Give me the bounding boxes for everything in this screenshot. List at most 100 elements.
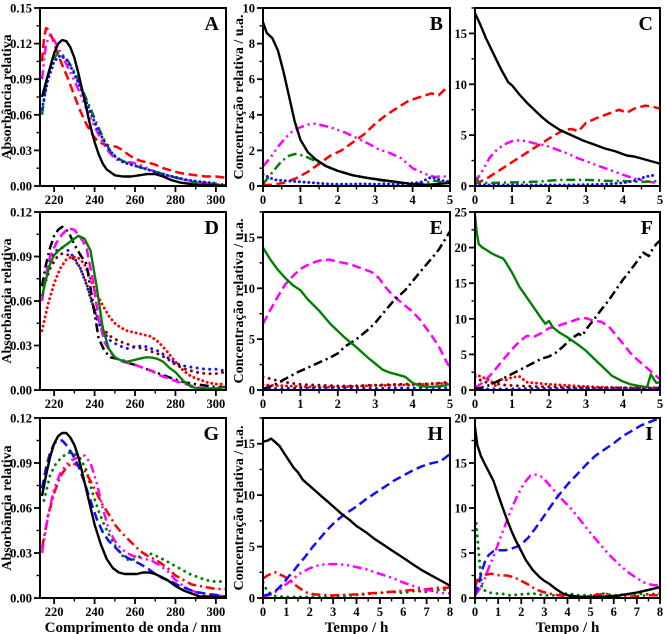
tick-label: 240 <box>85 193 104 207</box>
tick-label: 0.03 <box>10 547 32 561</box>
panel-H: 0 1 2 3 4 5 6 7 8 0 5 10 15 Concentração relativa / u… <box>232 412 460 634</box>
tick-label: 220 <box>45 605 64 619</box>
series-red-dashed <box>40 26 226 179</box>
series-black-solid <box>263 21 450 186</box>
tick-label: 280 <box>166 605 185 619</box>
y-axis-title: Concentração relativa / u.a. <box>232 426 247 591</box>
panel-letter: I <box>645 423 653 445</box>
tick-label: 6 <box>249 73 255 87</box>
tick-label: 0 <box>461 384 467 398</box>
series-black-solid <box>263 437 450 587</box>
tick-label: 6 <box>611 605 617 619</box>
tick-label: 2 <box>546 193 552 207</box>
tick-label: 6 <box>400 605 406 619</box>
series-blue-dotted <box>263 386 450 390</box>
series-black-dash-dot <box>263 230 450 390</box>
chart-canvas-G: 220 240 260 280 300 0.00 0.03 0.06 0.09 0.12 Absor… <box>0 412 227 634</box>
tick-label: 0.15 <box>10 2 32 16</box>
tick-label: 10 <box>243 2 256 16</box>
tick-label: 0 <box>249 180 255 194</box>
y-axis-title: Absorbância relativa <box>0 445 15 570</box>
tick-label: 0 <box>260 397 266 411</box>
tick-label: 5 <box>657 397 663 411</box>
tick-label: 5 <box>447 397 453 411</box>
tick-label: 1 <box>495 605 501 619</box>
tick-label: 300 <box>207 605 226 619</box>
series-magenta-dashed <box>475 316 660 389</box>
panel-F: 0 1 2 3 4 5 0 5 10 15 20 25 F <box>455 206 667 412</box>
tick-label: 15 <box>455 27 468 41</box>
y-axis-title: Absorbância relativa <box>0 238 15 363</box>
tick-label: 3 <box>372 397 378 411</box>
series-green-solid <box>263 246 450 389</box>
tick-label: 15 <box>243 437 256 451</box>
panel-D: 220 240 260 280 300 0.00 0.03 0.06 0.09 0.12 Absor… <box>0 206 236 412</box>
tick-label: 5 <box>249 333 255 347</box>
panel-letter: G <box>203 423 219 445</box>
x-axis-title: Tempo / h <box>536 620 600 634</box>
figure-row-3: 220 240 260 280 300 0.00 0.03 0.06 0.09 0.12 Absor… <box>0 412 667 634</box>
series-green-dotted <box>475 521 660 597</box>
tick-label: 300 <box>207 193 226 207</box>
series-magenta-dash-dot-dot <box>263 122 450 179</box>
series-blue-dotted <box>42 246 226 373</box>
tick-label: 0.00 <box>10 384 32 398</box>
series-red-dashed <box>475 104 660 186</box>
series-magenta-dash-dot-dot <box>263 562 450 598</box>
series-red-dotted <box>263 381 450 389</box>
tick-label: 15 <box>455 277 468 291</box>
y-axis-title: Concentração relativa / u.a. <box>232 15 247 180</box>
tick-label: 4 <box>564 605 571 619</box>
tick-label: 1 <box>509 397 515 411</box>
series-magenta-dash-dot-dot <box>40 34 223 186</box>
series-magenta-dashed <box>263 258 450 369</box>
tick-label: 0.09 <box>10 73 32 87</box>
series-green-dash-dot <box>475 176 660 185</box>
series-blue-dashed <box>475 418 660 596</box>
tick-label: 0.03 <box>10 144 32 158</box>
tick-label: 7 <box>634 605 640 619</box>
panel-letter: A <box>205 13 220 35</box>
series-green-solid <box>475 215 660 389</box>
series-magenta-dash-dot-dot <box>475 138 660 185</box>
tick-label: 3 <box>541 605 547 619</box>
tick-label: 0.12 <box>10 412 32 426</box>
panel-C: 0 1 2 3 4 5 0 5 10 15 C <box>455 0 667 207</box>
plot-border <box>262 7 451 187</box>
series-blue-dotted <box>263 172 450 186</box>
tick-label: 0.03 <box>10 339 32 353</box>
panel-letter: B <box>430 13 443 35</box>
tick-label: 3 <box>583 397 589 411</box>
tick-label: 20 <box>455 412 468 426</box>
chart-canvas-F: 0 1 2 3 4 5 0 5 10 15 20 25 F <box>455 206 664 412</box>
tick-label: 25 <box>455 206 468 220</box>
panel-letter: H <box>427 423 443 445</box>
series-wine-dotted <box>263 375 450 388</box>
tick-label: 10 <box>243 489 256 503</box>
panel-letter: C <box>639 13 653 35</box>
tick-label: 5 <box>377 605 383 619</box>
tick-label: 5 <box>588 605 594 619</box>
tick-label: 0.12 <box>10 206 32 220</box>
panel-G: 220 240 260 280 300 0.00 0.03 0.06 0.09 0.12 Absor… <box>0 412 236 634</box>
tick-label: 4 <box>620 397 627 411</box>
tick-label: 0 <box>472 605 478 619</box>
tick-label: 300 <box>207 397 226 411</box>
plot-border <box>474 211 661 391</box>
tick-label: 0.00 <box>10 592 32 606</box>
tick-label: 0.12 <box>10 37 32 51</box>
chart-canvas-I: 0 1 2 3 4 5 6 7 8 0 5 10 15 20 Tempo / h I <box>455 412 664 634</box>
tick-label: 2 <box>335 193 341 207</box>
tick-label: 0 <box>461 592 467 606</box>
tick-label: 260 <box>126 193 145 207</box>
series-black-solid <box>40 38 226 186</box>
tick-label: 10 <box>455 502 468 516</box>
tick-label: 3 <box>583 193 589 207</box>
series-wine-dotted <box>42 252 226 376</box>
tick-label: 8 <box>447 605 453 619</box>
x-axis-title: Tempo / h <box>325 620 389 634</box>
